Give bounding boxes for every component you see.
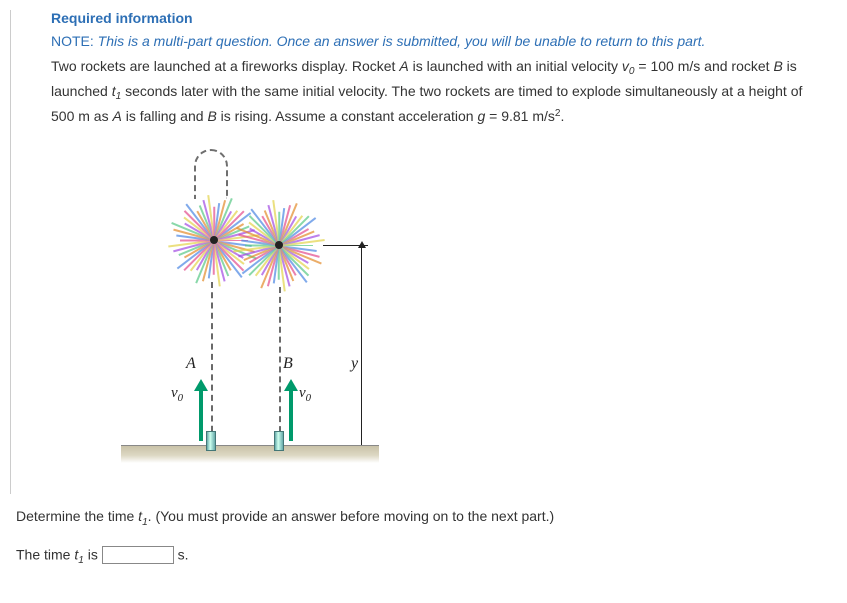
figure-label-a: A xyxy=(186,355,196,373)
y-dimension-line xyxy=(361,247,362,447)
answer-input[interactable] xyxy=(102,546,174,564)
path-a-dashed xyxy=(211,282,213,442)
firework-a-core xyxy=(210,236,218,244)
figure-label-b: B xyxy=(283,355,293,373)
question-page: Required information NOTE: This is a mul… xyxy=(0,0,847,603)
note-prefix: NOTE: xyxy=(51,33,94,49)
required-info-block: Required information NOTE: This is a mul… xyxy=(10,10,847,494)
velocity-arrow-b xyxy=(289,389,293,441)
question-prompt: Determine the time t1. (You must provide… xyxy=(16,508,827,524)
problem-statement: Two rockets are launched at a fireworks … xyxy=(51,54,827,130)
v0-symbol: v xyxy=(622,58,629,74)
path-b-dashed xyxy=(279,287,281,442)
velocity-arrow-a xyxy=(199,389,203,441)
rocket-b-symbol: B xyxy=(773,58,782,74)
firework-b xyxy=(231,197,326,292)
figure-label-y: y xyxy=(351,355,358,373)
rocket-a-symbol: A xyxy=(399,58,408,74)
rocket-base-a xyxy=(206,431,216,451)
figure: A B y v0 v0 xyxy=(101,137,401,482)
v0-label-a: v0 xyxy=(171,385,183,402)
note-body: This is a multi-part question. Once an a… xyxy=(98,33,706,49)
ground xyxy=(121,445,379,463)
required-heading: Required information xyxy=(51,10,827,26)
answer-line: The time t1 is s. xyxy=(16,546,827,564)
firework-b-core xyxy=(275,241,283,249)
v0-label-b: v0 xyxy=(299,385,311,402)
note-line: NOTE: This is a multi-part question. Onc… xyxy=(51,32,827,52)
rocket-base-b xyxy=(274,431,284,451)
answer-unit: s. xyxy=(178,547,189,563)
answer-section: Determine the time t1. (You must provide… xyxy=(0,494,847,564)
